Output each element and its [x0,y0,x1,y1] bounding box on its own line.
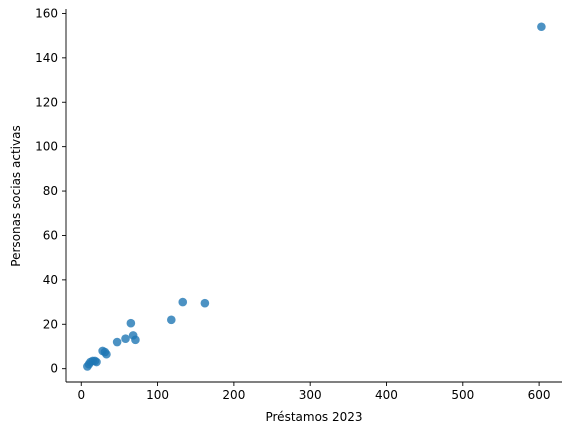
y-tick-label: 0 [50,362,58,376]
x-tick-label: 0 [77,388,85,402]
data-point [131,335,140,345]
y-tick-label: 80 [43,184,58,198]
data-point [126,318,136,328]
y-tick-label: 20 [43,317,58,331]
plot-area [83,22,546,371]
x-tick-label: 300 [299,388,322,402]
data-point [537,22,546,32]
x-axis-label: Préstamos 2023 [265,410,362,424]
x-tick-label: 500 [451,388,474,402]
x-tick-label: 100 [146,388,169,402]
y-tick-label: 120 [35,95,58,109]
y-axis-label: Personas socias activas [9,125,23,266]
data-point [178,297,188,307]
x-tick-label: 400 [375,388,398,402]
y-axis-ticks: 0 20 40 60 80 100 120 140 160 [35,6,66,376]
y-tick-label: 60 [43,228,58,242]
data-point [92,357,101,367]
x-tick-label: 200 [222,388,245,402]
x-axis-ticks: 0 100 200 300 400 500 600 [77,382,551,402]
data-point [167,315,176,325]
data-point [102,349,111,359]
y-tick-label: 140 [35,51,58,65]
y-tick-label: 160 [35,6,58,20]
x-tick-label: 600 [528,388,551,402]
y-tick-label: 100 [35,140,58,154]
data-point [112,337,122,347]
data-point [121,334,130,344]
y-tick-label: 40 [43,273,58,287]
data-point [200,298,210,308]
